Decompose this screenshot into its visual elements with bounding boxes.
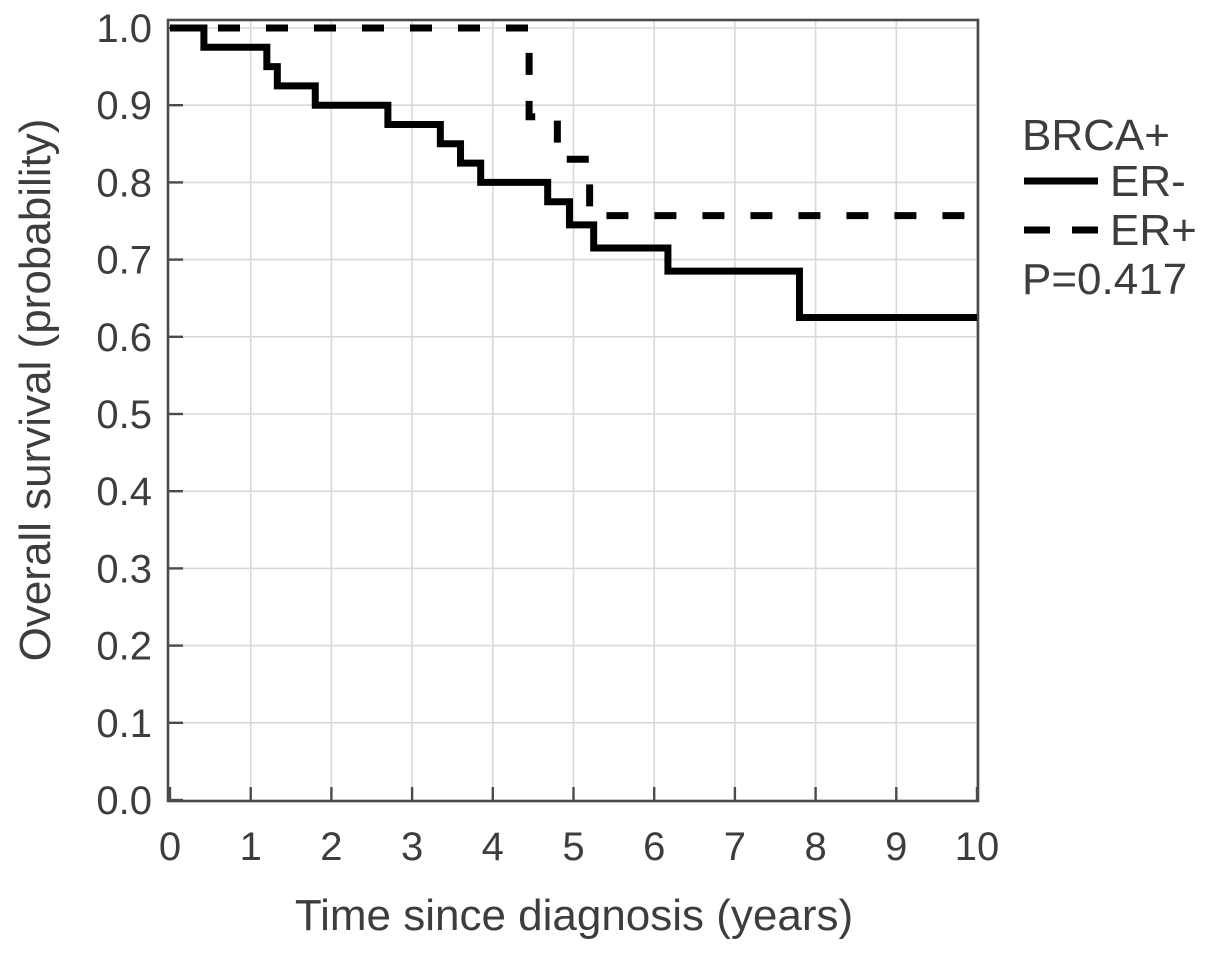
x-tick-label: 7 [724,825,746,869]
legend-title: BRCA+ [1022,111,1170,160]
y-tick-label: 0.7 [96,239,152,283]
x-tick-label: 10 [955,825,1000,869]
y-tick-label: 0.5 [96,393,152,437]
x-axis-title: Time since diagnosis (years) [295,891,853,940]
gridlines [168,20,978,801]
y-tick-label: 0.2 [96,625,152,669]
legend-label-er-minus: ER- [1110,157,1186,206]
y-tick-label: 0.4 [96,470,152,514]
axis-ticks [168,26,979,802]
x-tick-label: 3 [401,825,423,869]
y-tick-label: 0.1 [96,702,152,746]
y-tick-label: 0.8 [96,161,152,205]
x-tick-label: 9 [885,825,907,869]
x-tick-label: 4 [482,825,504,869]
survival-curve-er-plus [170,24,977,220]
x-tick-label: 0 [159,825,181,869]
x-tick-label: 6 [643,825,665,869]
survival-curves [170,24,977,321]
x-tick-label: 2 [320,825,342,869]
y-tick-label: 0.3 [96,547,152,591]
y-tick-label: 0.0 [96,779,152,823]
legend-label-er-plus: ER+ [1110,206,1197,255]
plot-frame [166,18,980,803]
y-tick-label: 1.0 [96,7,152,51]
y-axis-title: Overall survival (probability) [11,119,60,662]
legend: BRCA+ ER- ER+ P=0.417 [1022,111,1197,304]
y-tick-label: 0.6 [96,316,152,360]
survival-curve-er-minus [170,24,977,321]
p-value-annotation: P=0.417 [1022,255,1187,304]
y-tick-label: 0.9 [96,84,152,128]
x-tick-label: 5 [562,825,584,869]
x-tick-label: 1 [240,825,262,869]
x-tick-label: 8 [804,825,826,869]
axis-tick-labels: 0 1 2 3 4 5 6 7 8 9 10 0.0 0.1 0.2 0.3 0.4 0.5 0.6 0.7 0.8 0… [96,7,999,869]
